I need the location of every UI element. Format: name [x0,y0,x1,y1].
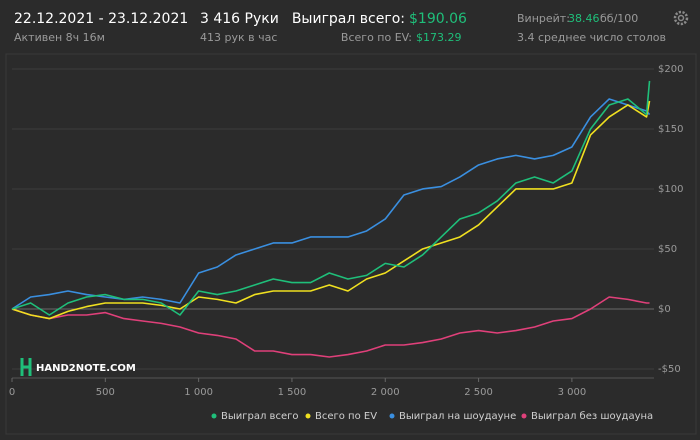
winrate-label: Винрейт: [517,12,570,25]
x-tick-label: 0 [9,387,15,398]
hands: 3 416 Руки [200,11,279,27]
active-time: Активен 8ч 16м [14,31,105,44]
y-tick-label: $50 [658,244,677,255]
settings-icon[interactable] [673,10,689,26]
series-line [11,80,651,316]
legend-marker [211,413,217,419]
x-tick-label: 1 000 [184,387,213,398]
y-tick-label: $0 [658,304,671,315]
ev-label: Всего по EV: [341,31,412,44]
tables: 3.4 среднее число столов [517,31,666,44]
x-tick-label: 3 000 [558,387,587,398]
y-tick-label: $150 [658,124,683,135]
ev-value: $173.29 [416,31,462,44]
logo: HAND2NOTE.COM [20,358,136,376]
x-tick-label: 500 [96,387,115,398]
winrate-value: 38.46 [568,12,600,25]
winrate-unit: бб/100 [600,12,638,25]
x-tick-label: 2 000 [371,387,400,398]
series-line [11,296,650,358]
legend-marker [521,413,527,419]
legend-label: Выиграл всего [221,411,298,422]
plot: -$50 $0 $50 $100 $150 $200 0 500 1 000 1 500 2 000… [9,64,684,398]
legend-label: Выиграл на шоудауне [399,411,516,422]
logo-text: HAND2NOTE.COM [36,363,136,374]
dates: 22.12.2021 - 23.12.2021 [14,11,188,27]
series-line [11,100,651,320]
chart-frame [5,53,697,435]
legend-marker [389,413,395,419]
x-tick-label: 1 500 [278,387,307,398]
legend-marker [305,413,311,419]
y-tick-label: -$50 [658,364,681,375]
won-value: $190.06 [409,11,467,27]
legend-label: Выиграл без шоудауна [531,411,653,422]
y-tick-label: $100 [658,184,683,195]
hands-per-hour: 413 рук в час [200,31,277,44]
won-label: Выиграл всего: [292,11,405,27]
legend-label: Всего по EV [315,411,377,422]
x-tick-label: 2 500 [464,387,493,398]
y-tick-label: $200 [658,64,683,75]
